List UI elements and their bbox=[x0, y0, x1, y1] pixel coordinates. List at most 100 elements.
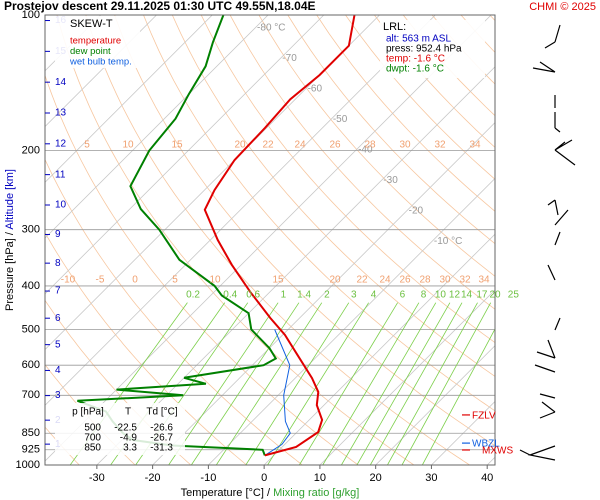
table-cell: 500 bbox=[84, 423, 101, 434]
altitude-label: 13 bbox=[55, 108, 67, 119]
adiabat-label: 20 bbox=[329, 275, 341, 286]
altitude-label: 10 bbox=[55, 200, 67, 211]
mixing-ratio-line bbox=[215, 302, 323, 465]
isotherm bbox=[208, 177, 495, 465]
adiabat-label: 10 bbox=[122, 140, 134, 151]
isotherm bbox=[263, 233, 495, 465]
adiabat-label: 0 bbox=[132, 275, 138, 286]
table-cell: -26.7 bbox=[150, 433, 173, 444]
dry-adiabat bbox=[143, 15, 495, 412]
legend-title: SKEW-T bbox=[70, 18, 113, 30]
table-header: p [hPa] bbox=[72, 407, 104, 418]
adiabat-label: 5 bbox=[84, 140, 90, 151]
adiabat-label: -10 bbox=[61, 275, 76, 286]
isotherm-label: -70 bbox=[282, 53, 297, 64]
mixing-ratio-label: 0.2 bbox=[186, 290, 200, 301]
lrl-line: dwpt: -1.6 °C bbox=[386, 64, 444, 75]
isotherm-label: -30 bbox=[383, 175, 398, 186]
adiabat-label: 28 bbox=[419, 275, 431, 286]
mixing-ratio-label: 10 bbox=[435, 290, 447, 301]
adiabat-label: 26 bbox=[329, 140, 341, 151]
x-tick-label: 20 bbox=[370, 472, 382, 484]
mixing-ratio-line bbox=[245, 302, 350, 465]
altitude-label: 9 bbox=[55, 229, 61, 240]
table-cell: -26.6 bbox=[150, 423, 173, 434]
x-tick-label: 10 bbox=[314, 472, 326, 484]
wind-barb bbox=[539, 401, 556, 419]
dry-adiabat bbox=[229, 15, 495, 310]
legend-box bbox=[55, 16, 140, 68]
y-axis-label-part: Pressure [hPa] bbox=[4, 238, 16, 311]
mixing-ratio-label: 6 bbox=[400, 290, 406, 301]
x-axis-label-part: Temperature [°C] bbox=[181, 487, 264, 499]
table-header: T bbox=[125, 407, 131, 418]
mixing-ratio-label: 1 bbox=[281, 290, 287, 301]
x-tick-label: 0 bbox=[261, 472, 267, 484]
x-tick-label: -10 bbox=[200, 472, 216, 484]
table-cell: -4.9 bbox=[120, 433, 138, 444]
table-header: Td [°C] bbox=[146, 407, 177, 418]
altitude-label: 14 bbox=[55, 77, 67, 88]
wind-barb bbox=[554, 231, 561, 246]
wind-barb bbox=[534, 364, 556, 373]
mixing-ratio-label: 3 bbox=[351, 290, 357, 301]
altitude-label: 4 bbox=[55, 365, 61, 376]
level-label: MXWS bbox=[482, 446, 513, 457]
x-tick-label: 40 bbox=[481, 472, 493, 484]
wind-barb bbox=[532, 61, 556, 73]
y-tick-label: 1000 bbox=[16, 459, 40, 471]
table-box bbox=[55, 403, 185, 455]
mixing-ratio-line bbox=[299, 302, 398, 465]
table-cell: 700 bbox=[84, 433, 101, 444]
isotherm bbox=[45, 15, 213, 183]
lrl-box bbox=[380, 20, 485, 78]
mixing-ratio-label: 1.4 bbox=[297, 290, 311, 301]
wind-barb bbox=[554, 112, 561, 133]
adiabat-label: 15 bbox=[171, 140, 183, 151]
adiabat-label: 32 bbox=[459, 275, 471, 286]
y-tick-label: 300 bbox=[22, 224, 40, 236]
mixing-ratio-label: 2 bbox=[324, 290, 330, 301]
dry-adiabat bbox=[287, 15, 495, 245]
adiabat-label: 34 bbox=[478, 275, 490, 286]
credit: CHMI © 2025 bbox=[529, 1, 596, 13]
adiabat-label: 15 bbox=[272, 275, 284, 286]
isotherm bbox=[45, 15, 157, 128]
y-axis-label-part: / bbox=[4, 231, 16, 235]
table-cell: 3.3 bbox=[123, 443, 137, 454]
altitude-label: 3 bbox=[55, 390, 61, 401]
lrl-line: temp: -1.6 °C bbox=[386, 54, 445, 65]
altitude-label: 5 bbox=[55, 339, 61, 350]
adiabat-label: 32 bbox=[434, 140, 446, 151]
isotherm-label: -50 bbox=[333, 114, 348, 125]
y-tick-label: 850 bbox=[22, 427, 40, 439]
wind-barb bbox=[554, 209, 569, 226]
y-tick-label: 400 bbox=[22, 280, 40, 292]
isotherm bbox=[319, 289, 495, 465]
mixing-ratio-line bbox=[341, 302, 437, 465]
wind-barb bbox=[547, 264, 556, 281]
mixing-ratio-label: 17 bbox=[476, 290, 488, 301]
chart-title: Prostejov descent 29.11.2025 01:30 UTC 4… bbox=[4, 0, 316, 13]
adiabat-label: -5 bbox=[96, 275, 105, 286]
x-axis-label-part: / bbox=[267, 487, 271, 499]
isotherm-label: -10 °C bbox=[434, 236, 462, 247]
mixing-ratio-label: 20 bbox=[490, 290, 502, 301]
isotherm-label: -80 °C bbox=[257, 23, 285, 34]
adiabat-label: 30 bbox=[399, 140, 411, 151]
legend-entry: temperature bbox=[70, 36, 121, 47]
isotherm bbox=[152, 122, 495, 465]
mixing-ratio-line bbox=[267, 302, 369, 465]
table-cell: -22.5 bbox=[114, 423, 137, 434]
mixing-ratio-line bbox=[356, 302, 451, 465]
dry-adiabat bbox=[258, 15, 495, 277]
dry-adiabat bbox=[171, 15, 495, 377]
wind-barb bbox=[536, 339, 556, 359]
x-tick-label: 30 bbox=[425, 472, 437, 484]
adiabat-label: 30 bbox=[439, 275, 451, 286]
isotherm-label: -20 bbox=[409, 206, 424, 217]
adiabat-label: 28 bbox=[364, 140, 376, 151]
y-axis-label-part: Altitude [km] bbox=[4, 169, 16, 230]
mixing-ratio-line bbox=[369, 302, 463, 465]
mixing-ratio-label: 14 bbox=[461, 290, 473, 301]
